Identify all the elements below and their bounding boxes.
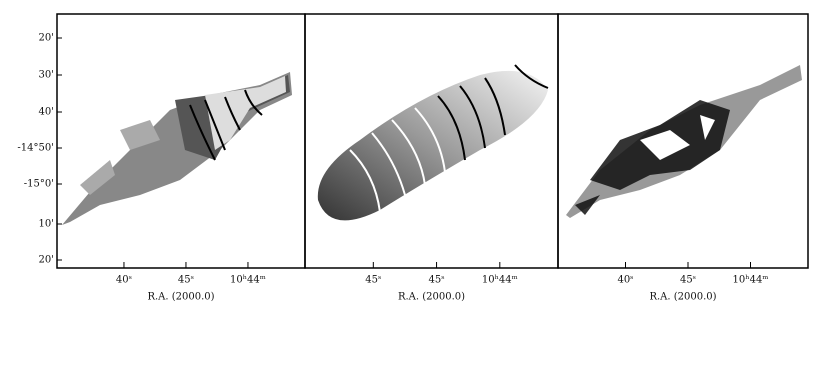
x-tick-label: 10ʰ44ᵐ	[230, 275, 266, 286]
y-tick-label: -15°0'	[24, 179, 54, 190]
x-axis-label: R.A. (2000.0)	[649, 292, 716, 303]
x-tick-label: 45ˢ	[178, 275, 194, 286]
y-tick-label: 10'	[39, 219, 54, 230]
x-axis-label: R.A. (2000.0)	[147, 292, 214, 303]
map-1	[62, 72, 292, 225]
y-tick-label: 20'	[39, 33, 54, 44]
panel-frame	[557, 13, 809, 269]
x-axis-label: R.A. (2000.0)	[398, 292, 465, 303]
x-tick-label: 40ˢ	[116, 275, 132, 286]
x-tick-label: 45ˢ	[680, 275, 696, 286]
map-3	[566, 65, 802, 218]
y-tick-label: 40'	[39, 107, 54, 118]
map-2	[317, 64, 549, 221]
x-tick-label: 40ˢ	[617, 275, 633, 286]
x-tick-label: 45ˢ	[429, 275, 445, 286]
x-tick-label: 10ʰ44ᵐ	[733, 275, 769, 286]
x-tick-label: 45ˢ	[365, 275, 381, 286]
y-tick-label: -14°50'	[17, 143, 54, 154]
y-tick-label: 30'	[39, 70, 54, 81]
y-tick-label: 20'	[39, 255, 54, 266]
x-tick-label: 10ʰ44ᵐ	[482, 275, 518, 286]
